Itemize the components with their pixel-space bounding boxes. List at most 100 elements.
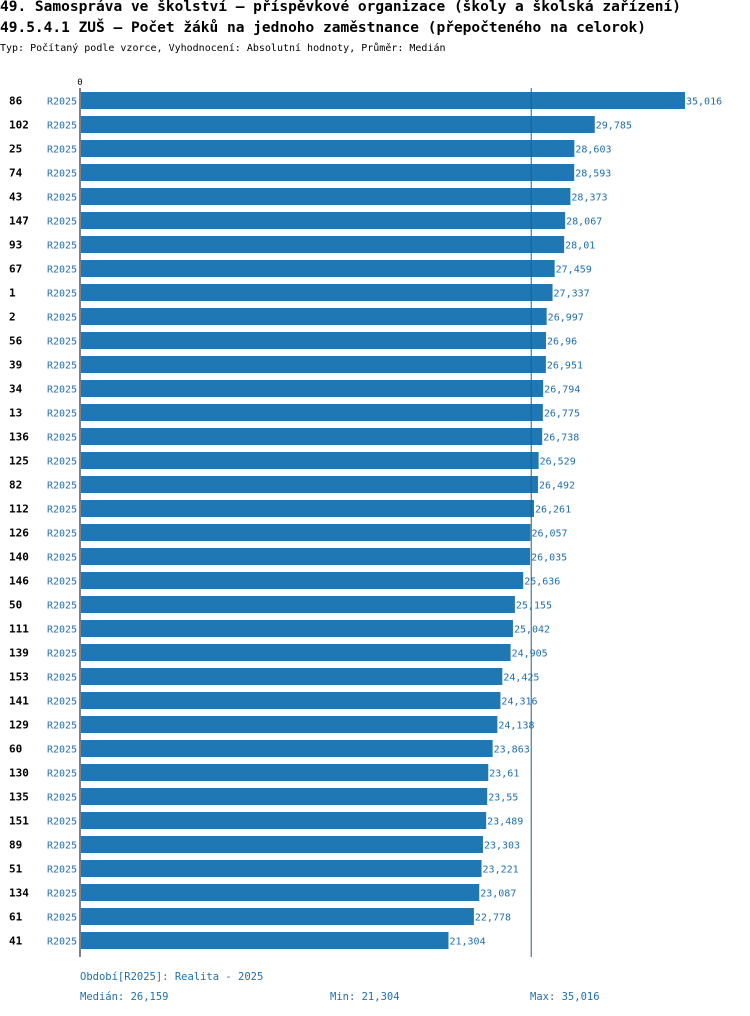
category-label: 112 [9,503,29,516]
category-label: 61 [9,911,23,924]
value-label: 26,951 [547,361,583,372]
series-label: R2025 [47,889,77,900]
series-label: R2025 [47,193,77,204]
bar [81,380,544,397]
value-label: 24,425 [503,673,539,684]
bar [81,548,531,565]
value-label: 26,529 [540,457,576,468]
series-label: R2025 [47,361,77,372]
series-label: R2025 [47,673,77,684]
series-label: R2025 [47,241,77,252]
category-label: 56 [9,335,23,348]
value-label: 26,261 [535,505,571,516]
value-label: 23,489 [487,817,523,828]
series-label: R2025 [47,313,77,324]
bar [81,332,547,349]
value-label: 24,905 [512,649,548,660]
series-label: R2025 [47,169,77,180]
category-label: 93 [9,239,22,252]
category-label: 43 [9,191,22,204]
bar [81,404,543,421]
bar [81,572,524,589]
bar [81,260,555,277]
category-label: 2 [9,311,16,324]
value-label: 28,01 [565,241,595,252]
bar [81,860,482,877]
category-label: 147 [9,215,29,228]
value-label: 26,738 [543,433,579,444]
series-label: R2025 [47,217,77,228]
value-label: 35,016 [686,97,722,108]
category-label: 102 [9,119,29,132]
category-label: 25 [9,143,22,156]
category-label: 39 [9,359,22,372]
series-label: R2025 [47,697,77,708]
value-label: 22,778 [475,913,511,924]
series-label: R2025 [47,721,77,732]
category-label: 129 [9,719,29,732]
category-label: 140 [9,551,29,564]
value-label: 26,794 [544,385,580,396]
value-label: 26,492 [539,481,575,492]
category-label: 126 [9,527,29,540]
value-label: 28,067 [566,217,602,228]
series-label: R2025 [47,913,77,924]
bar [81,164,575,181]
bar [81,356,546,373]
value-label: 28,603 [575,145,611,156]
category-label: 41 [9,935,23,948]
series-label: R2025 [47,337,77,348]
value-label: 25,155 [516,601,552,612]
value-label: 23,221 [483,865,519,876]
bar [81,236,565,253]
category-label: 151 [9,815,29,828]
bar [81,428,543,445]
value-label: 23,55 [488,793,518,804]
category-label: 139 [9,647,29,660]
value-label: 25,042 [514,625,550,636]
value-label: 26,775 [544,409,580,420]
chart-subtitle: Typ: Počítaný podle vzorce, Vyhodnocení:… [0,43,446,54]
category-label: 146 [9,575,29,588]
bar [81,596,515,613]
category-label: 134 [9,887,29,900]
series-label: R2025 [47,505,77,516]
bar [81,284,553,301]
bar [81,908,474,925]
value-label: 23,61 [489,769,519,780]
value-label: 27,459 [556,265,592,276]
value-label: 23,303 [484,841,520,852]
chart-title-line1: 49. Samospráva ve školství – příspěvkové… [0,0,681,15]
bar [81,884,480,901]
series-label: R2025 [47,817,77,828]
series-label: R2025 [47,265,77,276]
series-label: R2025 [47,793,77,804]
category-label: 51 [9,863,23,876]
category-label: 135 [9,791,29,804]
category-label: 1 [9,287,16,300]
category-label: 125 [9,455,29,468]
series-label: R2025 [47,649,77,660]
series-label: R2025 [47,481,77,492]
value-label: 25,636 [524,577,560,588]
bar [81,812,487,829]
bar [81,140,575,157]
category-label: 153 [9,671,29,684]
value-label: 26,057 [531,529,567,540]
bar [81,92,685,109]
bar [81,620,513,637]
axis-zero-label: 0 [77,78,82,88]
series-label: R2025 [47,145,77,156]
value-label: 26,035 [531,553,567,564]
category-label: 74 [9,167,23,180]
bar [81,308,547,325]
value-label: 28,593 [575,169,611,180]
series-label: R2025 [47,625,77,636]
category-label: 136 [9,431,29,444]
category-label: 82 [9,479,22,492]
footer-period: Období[R2025]: Realita - 2025 [80,971,264,983]
series-label: R2025 [47,409,77,420]
value-label: 24,138 [498,721,534,732]
bar [81,188,571,205]
